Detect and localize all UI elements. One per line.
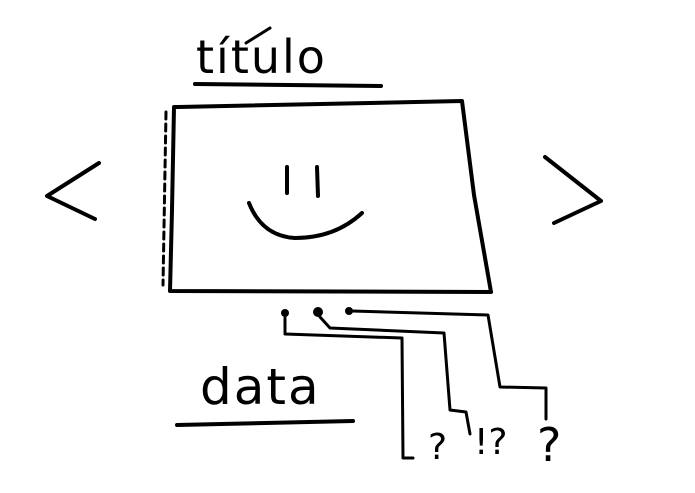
frame-dashed-edge <box>161 110 168 287</box>
face-right-eye <box>315 165 320 198</box>
pagination-dot-2[interactable] <box>313 307 323 317</box>
date-underline <box>175 419 355 427</box>
face-mouth <box>247 201 364 240</box>
image-title: título <box>196 30 327 84</box>
chevron-right-icon[interactable] <box>543 155 603 225</box>
smiley-face-icon <box>247 165 364 240</box>
marker-question-2: ? <box>537 418 562 472</box>
chevron-left-icon[interactable] <box>45 161 101 221</box>
image-date: data <box>200 358 321 416</box>
image-frame <box>168 99 493 294</box>
pagination-dot-3[interactable] <box>345 307 353 315</box>
leader-line-1 <box>283 316 415 460</box>
leader-line-2 <box>318 315 472 436</box>
marker-question-1: ? <box>428 427 448 468</box>
pagination-dot-1[interactable] <box>281 309 289 317</box>
leader-line-3 <box>350 309 548 421</box>
marker-exclaim-question: !? <box>474 422 508 463</box>
title-underline <box>193 82 383 88</box>
title-accent-mark <box>244 26 272 45</box>
